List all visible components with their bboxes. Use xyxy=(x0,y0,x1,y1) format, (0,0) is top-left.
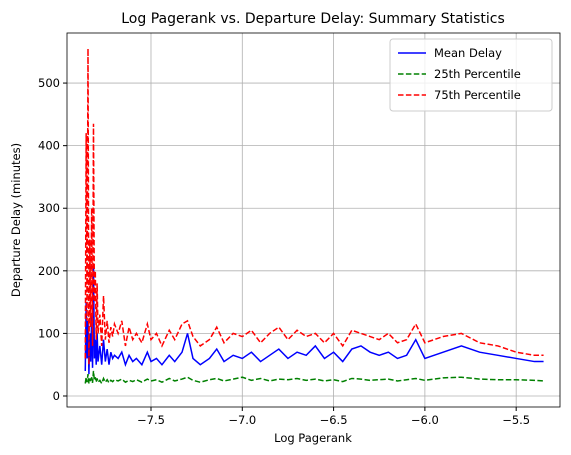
x-tick-label: −6.0 xyxy=(411,413,439,427)
plot-frame xyxy=(66,32,561,408)
legend-label: 75th Percentile xyxy=(434,88,521,102)
chart-title: Log Pagerank vs. Departure Delay: Summar… xyxy=(121,11,504,27)
x-axis-label: Log Pagerank xyxy=(274,431,352,445)
series-line xyxy=(84,264,544,375)
y-axis-label: Departure Delay (minutes) xyxy=(9,143,23,297)
y-tick-label: 100 xyxy=(38,326,60,340)
series-line xyxy=(84,48,544,365)
x-tick-label: −7.0 xyxy=(228,413,256,427)
y-tick-label: 500 xyxy=(38,76,60,90)
legend-label: 25th Percentile xyxy=(434,67,521,81)
x-tick-label: −5.5 xyxy=(502,413,530,427)
x-tick-label: −6.5 xyxy=(320,413,348,427)
y-tick-label: 400 xyxy=(38,139,60,153)
y-tick-label: 0 xyxy=(53,389,60,403)
y-tick-label: 200 xyxy=(38,264,60,278)
legend-label: Mean Delay xyxy=(434,46,502,60)
y-tick-label: 300 xyxy=(38,201,60,215)
series-line xyxy=(84,370,544,386)
legend-box xyxy=(389,38,553,112)
x-tick-label: −7.5 xyxy=(137,413,165,427)
